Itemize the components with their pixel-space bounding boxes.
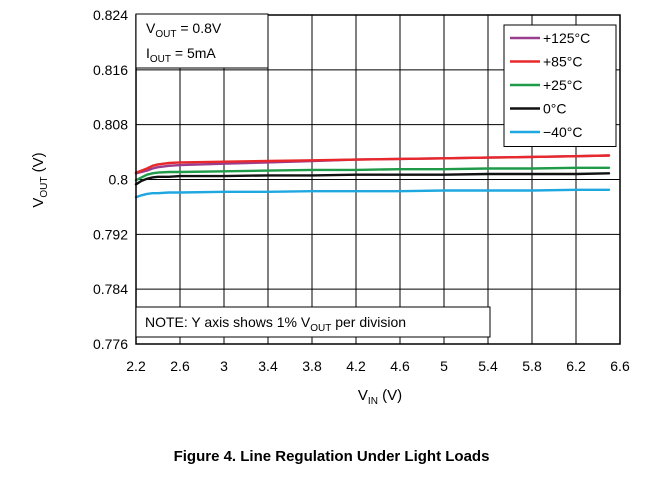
x-tick-label: 6.6 [610, 358, 630, 374]
y-axis-label: VOUT (V) [30, 152, 50, 207]
x-tick-label: 4.2 [346, 358, 366, 374]
x-tick-label: 5.8 [522, 358, 542, 374]
x-tick-label: 5 [440, 358, 448, 374]
legend-label: −40°C [543, 124, 582, 140]
annotation-iout: IOUT = 5mA [146, 45, 216, 65]
x-tick-labels: 2.2 2.6 3 3.4 3.8 4.2 4.6 5 5.4 5.8 6.2 6.6 [126, 358, 630, 374]
annotation-iout-main: I [146, 45, 150, 61]
series-line [134, 188, 611, 199]
x-tick-label: 3.8 [302, 358, 322, 374]
y-axis-label-unit: (V) [30, 152, 47, 176]
y-tick-label: 0.784 [93, 281, 128, 297]
plot-border [135, 14, 621, 345]
y-tick-label: 0.808 [93, 117, 128, 133]
x-tick-label: 3 [220, 358, 228, 374]
x-tick-label: 3.4 [258, 358, 278, 374]
annotation-iout-rest: = 5mA [171, 45, 216, 61]
note-post: per division [331, 314, 406, 330]
note-sub: OUT [310, 323, 331, 334]
annotation-vout: VOUT = 0.8V [146, 20, 222, 40]
annotation-vout-main: V [146, 20, 156, 36]
y-tick-labels: 0.776 0.784 0.792 0.8 0.808 0.816 0.824 [93, 7, 128, 352]
x-axis-label: VIN (V) [358, 387, 402, 407]
legend-label: +125°C [543, 30, 590, 46]
legend-label: 0°C [543, 101, 567, 117]
note-box [135, 306, 491, 338]
y-axis-label-main: V [30, 198, 47, 208]
grid-lines [135, 14, 621, 345]
x-tick-label: 4.6 [390, 358, 410, 374]
x-tick-label: 2.6 [170, 358, 190, 374]
y-tick-label: 0.792 [93, 226, 128, 242]
series-line [134, 154, 611, 174]
x-axis-label-sub: IN [368, 396, 378, 407]
annotation-box [135, 13, 269, 69]
annotation-vout-rest: = 0.8V [176, 20, 221, 36]
series-line [134, 166, 611, 182]
note-text: NOTE: Y axis shows 1% VOUT per division [145, 314, 406, 334]
y-axis-label-sub: OUT [39, 177, 50, 198]
x-tick-label: 2.2 [126, 358, 146, 374]
x-axis-label-unit: (V) [378, 387, 402, 404]
y-tick-label: 0.8 [109, 172, 129, 188]
x-tick-label: 6.2 [566, 358, 586, 374]
y-tick-label: 0.824 [93, 7, 128, 23]
annotation-vout-sub: OUT [155, 29, 176, 40]
line-regulation-chart: 0.776 0.784 0.792 0.8 0.808 0.816 0.824 2.2 2.6… [30, 7, 630, 407]
annotation-iout-sub: OUT [150, 54, 171, 65]
legend-label: +85°C [543, 54, 582, 70]
x-axis-label-main: V [358, 387, 368, 404]
note-pre: NOTE: Y axis shows 1% V [145, 314, 311, 330]
legend-label: +25°C [543, 77, 582, 93]
legend: +125°C +85°C +25°C 0°C −40°C [503, 24, 617, 147]
y-tick-label: 0.776 [93, 336, 128, 352]
y-tick-label: 0.816 [93, 62, 128, 78]
series-lines [134, 154, 611, 199]
series-line [134, 172, 611, 186]
x-tick-label: 5.4 [478, 358, 498, 374]
figure-caption: Figure 4. Line Regulation Under Light Lo… [173, 448, 490, 465]
